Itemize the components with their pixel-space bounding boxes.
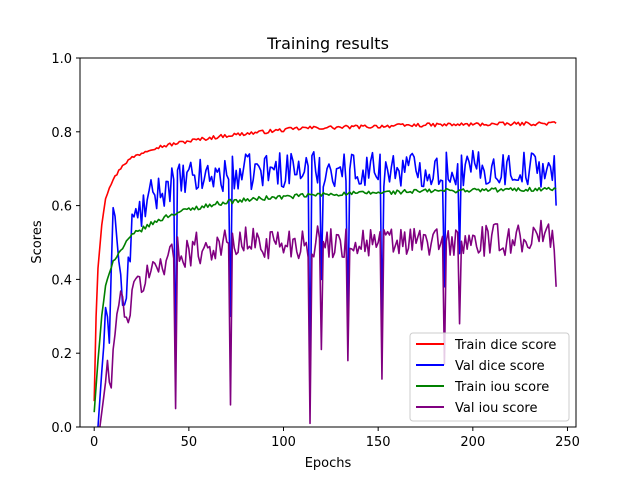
y-axis-label: Scores [30,220,45,263]
y-tick-label: 0.2 [51,347,72,362]
legend-entry-val-dice: Val dice score [416,359,545,374]
series-line-train-dice-score [93,121,557,402]
x-tick-label: 100 [271,435,296,450]
x-tick-label: 50 [181,435,198,450]
legend-label-val-iou: Val iou score [455,401,537,416]
legend-entry-val-iou: Val iou score [416,401,537,416]
x-tick-label: 250 [555,435,580,450]
series-line-val-dice-score [97,149,557,427]
x-tick-label: 150 [366,435,391,450]
plot-area [93,121,557,427]
x-axis: 0 50 100 150 200 250 [90,427,580,450]
legend-label-val-dice: Val dice score [455,359,545,374]
series-line-train-iou-score [93,186,557,413]
legend-label-train-iou: Train iou score [454,380,549,395]
x-tick-label: 200 [460,435,485,450]
legend-box [409,332,570,422]
series-line-val-iou-score [99,219,557,427]
y-tick-label: 0.0 [51,421,72,436]
y-axis: 0.0 0.2 0.4 0.6 0.8 1.0 [51,52,80,436]
y-tick-label: 0.4 [51,273,72,288]
legend-label-train-dice: Train dice score [454,338,556,353]
x-axis-label: Epochs [305,456,352,471]
axes-frame [79,57,577,428]
chart-title: Training results [266,34,389,53]
y-tick-label: 1.0 [51,52,72,67]
y-tick-label: 0.6 [51,200,72,215]
legend-entry-train-dice: Train dice score [416,338,556,353]
legend: Train dice score Val dice score Train io… [409,332,570,422]
x-tick-label: 0 [90,435,98,450]
legend-entry-train-iou: Train iou score [416,380,549,395]
y-tick-label: 0.8 [51,126,72,141]
